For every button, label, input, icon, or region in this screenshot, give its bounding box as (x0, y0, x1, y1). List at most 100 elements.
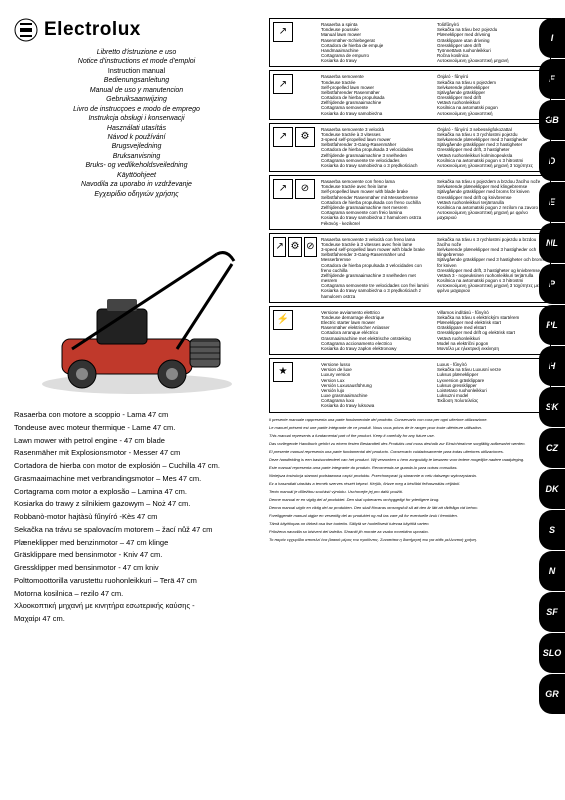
variant-section: ↗⚙Rasaerba semovente 3 velocitàTondeuse … (269, 123, 551, 172)
section-line: Selvkørende plæneklipper med 3 hastighed… (437, 247, 547, 257)
fine-print-line: Niniejsza instrukcja stanowi podstawowa … (269, 473, 551, 478)
section-line: Kosiarka do trawy samobieżna z hamulcem … (321, 215, 431, 220)
product-name-line: Motorna kosilnica – rezilo 47 cm. (14, 588, 259, 601)
variant-icon: ⚙ (288, 237, 301, 257)
lang-tab-cz[interactable]: CZ (539, 428, 565, 468)
section-icons: ↗ (273, 22, 317, 63)
lang-tab-dk[interactable]: DK (539, 469, 565, 509)
product-name-line: Tondeuse avec moteur thermique - Lame 47… (14, 422, 259, 435)
product-name-line: Robbanò-motor hajtàsù fűnyíró -Kès 47 cm (14, 511, 259, 524)
product-name-line: Cortagrama com motor a explosão – Lamina… (14, 486, 259, 499)
section-line: Kosiarka do trawy zapłon elektronowy (321, 346, 431, 351)
section-text: Versione avviamento elettricoTondeuse de… (321, 310, 547, 351)
product-name-line: Χλοοκοπτική μηχανή με κινητήρα εσωτερική… (14, 600, 259, 613)
section-line: Kosiarka do trawy samobieżna o 3 prędkoś… (321, 288, 431, 298)
manual-title-line: Bruks- og vedlikeholdsveiledning (14, 161, 259, 170)
product-name-line: Grasmaaimachine met verbrandingsmotor – … (14, 473, 259, 486)
manual-title-line: Gebruiksaanwijzing (14, 95, 259, 104)
section-icons: ⚡ (273, 310, 317, 351)
variant-section: ★ Versione lussoVersion de luxeLuxury ver… (269, 358, 551, 413)
variant-sections: ↗Rasaerba a spintaTondeuse pousséeManual… (269, 18, 551, 413)
variant-icon: ↗ (273, 74, 293, 94)
fine-print-line: Denne manual er en vigtig del af produkt… (269, 497, 551, 502)
section-line: Kosiarka do trawy samobieżna (321, 111, 431, 116)
section-line: Zelfrijdende grasmaaimachine 3 snelheden… (321, 273, 431, 283)
variant-section: ↗ Rasaerba semoventeTondeuse tractéeSelf-… (269, 70, 551, 119)
variant-section: ↗⚙⊘Rasaerba semovente 3 velocità con fre… (269, 233, 551, 303)
variant-icon: ↗ (273, 237, 286, 257)
lang-tab-sf[interactable]: SF (539, 592, 565, 632)
section-line: Έκδοση πολυτελείας (437, 398, 547, 403)
manual-title-line: Instrukcja obsługi i konserwacji (14, 114, 259, 123)
manual-title-line: Εγχειρίδιο οδηγιών χρήσης (14, 190, 259, 199)
section-icons: ↗ (273, 74, 317, 115)
fine-print-line: Tento manuál je důležitou součástí výrob… (269, 489, 551, 494)
section-line: Cortadora de hierba propulsada 3 velocid… (321, 263, 431, 273)
variant-icon: ⚙ (295, 127, 315, 147)
section-line: Kosiarka do trawy samobieżna o 3 prędkoś… (321, 163, 431, 168)
manual-title-line: Notice d'instructions et mode d'emploi (14, 57, 259, 66)
fine-print-line: Το παρόν εγχειρίδιο αποτελεί ένα βασικό … (269, 537, 551, 542)
fine-print-line: Priložena navodila so bistveni del izdel… (269, 529, 551, 534)
manual-title-line: Návod k používání (14, 133, 259, 142)
variant-section: ↗Rasaerba a spintaTondeuse pousséeManual… (269, 18, 551, 67)
product-name-line: Gressklipper med bensinmotor - 47 cm kni… (14, 562, 259, 575)
variant-section: ↗⊘Rasaerba semovente con freno lamaTonde… (269, 175, 551, 230)
mower-illustration (22, 209, 252, 399)
section-line: Sekačka na trávu s 3 rychlostmi pojezdu … (437, 237, 547, 247)
fine-print-line: This manual represents a fundamental par… (269, 433, 551, 438)
fine-print-line: Deze handleiding is een basisonderdeel v… (269, 457, 551, 462)
lang-tab-slo[interactable]: SLO (539, 633, 565, 673)
manual-title-line: Manual de uso y manutencion (14, 86, 259, 95)
fine-print-line: Il presente manuale rappresenta una part… (269, 417, 551, 422)
section-line: Självgående gräsklipper med 3 hastighete… (437, 257, 547, 267)
fine-print-line: El presente manual representa una parte … (269, 449, 551, 454)
section-line: Fékövóş - kezikörel (321, 221, 431, 226)
fine-print-line: Foreliggende manual utgjør en vesentlig … (269, 513, 551, 518)
product-name-line: Rasenmäher mit Explosionsmotor - Messer … (14, 447, 259, 460)
product-name-line: Kosiarka do trawy z silnikiem gazowym – … (14, 498, 259, 511)
section-line: Αυτοκινούμενη χλοοκοπτική μηχανή 3 ταχύτ… (437, 283, 547, 293)
variant-icon: ⚡ (273, 310, 293, 330)
lang-tab-n[interactable]: N (539, 551, 565, 591)
variant-icon: ★ (273, 362, 293, 382)
product-name-line: Rasaerba con motore a scoppio - Lama 47 … (14, 409, 259, 422)
variant-icon: ↗ (273, 179, 293, 199)
right-column: ↗Rasaerba a spintaTondeuse pousséeManual… (269, 18, 551, 626)
lang-tab-gr[interactable]: GR (539, 674, 565, 714)
lang-tab-s[interactable]: S (539, 510, 565, 550)
section-line: Αυτοκινούμενη χλοοκοπτική (437, 111, 547, 116)
product-name-line: Gräsklippare med bensinmotor - Kniv 47 c… (14, 549, 259, 562)
manual-titles: Libretto d'istruzione e usoNotice d'inst… (14, 48, 259, 199)
electrolux-icon (14, 18, 38, 42)
section-text: Rasaerba a spintaTondeuse pousséeManual … (321, 22, 547, 63)
manual-title-line: Bedienungsanleitung (14, 76, 259, 85)
section-icons: ↗⊘ (273, 179, 317, 226)
fine-print-line: Este manual representa uma parte integra… (269, 465, 551, 470)
section-text: Versione lussoVersion de luxeLuxury vers… (321, 362, 547, 409)
section-line: Αυτοκινούμενη χλοοκοπτική μηχανή με φρέν… (437, 210, 547, 220)
section-line: Kosiarka do trawy (321, 58, 431, 63)
manual-title-line: Bruksanvisning (14, 152, 259, 161)
fine-print-line: Denna manual utgör en viktig del av prod… (269, 505, 551, 510)
manual-title-line: Libretto d'istruzione e uso (14, 48, 259, 57)
manual-title-line: Instruction manual (14, 67, 259, 76)
product-name-line: Sekačka na trávu se spalovacím motorem –… (14, 524, 259, 537)
product-name-line: Polttomoottorilla varustettu ruohonleikk… (14, 575, 259, 588)
section-line: Selbstfahrender 3-Gang-Rasenmäher und Me… (321, 252, 431, 262)
fine-print: Il presente manuale rappresenta una part… (269, 417, 551, 542)
section-icons: ★ (273, 362, 317, 409)
variant-icon: ↗ (273, 127, 293, 147)
product-names: Rasaerba con motore a scoppio - Lama 47 … (14, 409, 259, 626)
variant-section: ⚡ Versione avviamento elettricoTondeuse d… (269, 306, 551, 355)
page: Electrolux Libretto d'istruzione e usoNo… (0, 0, 565, 644)
manual-title-line: Livro de instrucçoes e modo de emprego (14, 105, 259, 114)
header-row: Electrolux Libretto d'istruzione e usoNo… (14, 18, 551, 626)
section-line: Μοντέλο με ηλεκτρική εκκίνηση (437, 346, 547, 351)
section-line: Αυτοκινούμενη χλοοκοπτική μηχανή (437, 58, 547, 63)
variant-icon: ⊘ (295, 179, 315, 199)
section-text: Rasaerba semoventeTondeuse tractéeSelf-p… (321, 74, 547, 115)
manual-title-line: Käyttöohjeet (14, 171, 259, 180)
section-line: Kosiarka do trawy luksowa (321, 403, 431, 408)
fine-print-line: Das vorliegende Handbuch gehört zu einem… (269, 441, 551, 446)
